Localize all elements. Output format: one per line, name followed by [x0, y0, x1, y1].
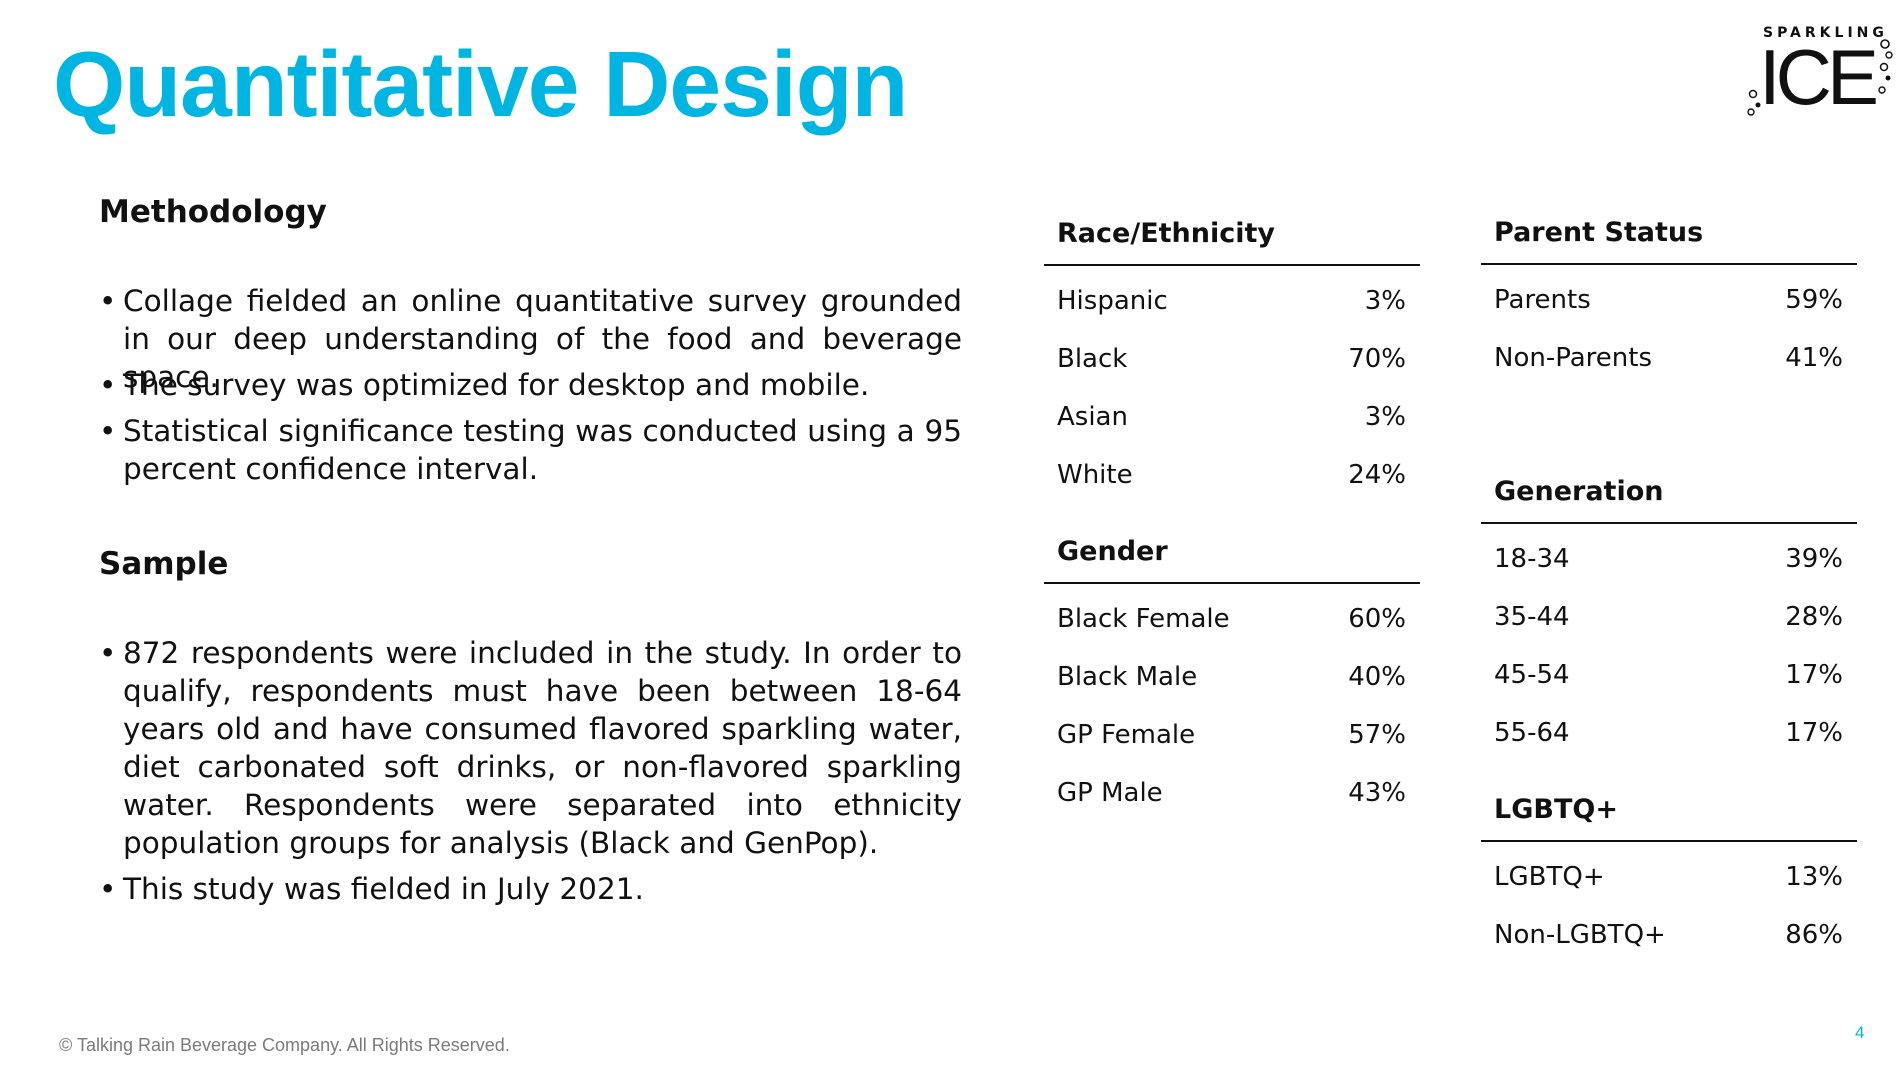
row-label: LGBTQ+ — [1494, 862, 1605, 892]
row-value: 43% — [1348, 778, 1406, 808]
row-value: 57% — [1348, 720, 1406, 750]
table-title: LGBTQ+ — [1481, 792, 1857, 828]
list-item: The survey was optimized for desktop and… — [99, 366, 962, 404]
row-label: Black — [1057, 344, 1127, 374]
row-value: 28% — [1785, 602, 1843, 632]
row-label: 18-34 — [1494, 544, 1570, 574]
row-label: Parents — [1494, 285, 1591, 315]
row-value: 60% — [1348, 604, 1406, 634]
row-label: Black Female — [1057, 604, 1230, 634]
table-title: Parent Status — [1481, 215, 1857, 251]
row-label: Non-LGBTQ+ — [1494, 920, 1666, 950]
row-value: 59% — [1785, 285, 1843, 315]
row-value: 39% — [1785, 544, 1843, 574]
list-item: 872 respondents were included in the stu… — [99, 634, 962, 862]
table-row: 55-64 17% — [1481, 704, 1857, 762]
parent-status-table: Parent Status Parents 59% Non-Parents 41% — [1481, 215, 1857, 387]
row-label: 45-54 — [1494, 660, 1570, 690]
table-row: White 24% — [1044, 446, 1420, 504]
row-label: Black Male — [1057, 662, 1197, 692]
row-value: 40% — [1348, 662, 1406, 692]
row-label: 55-64 — [1494, 718, 1570, 748]
generation-table: Generation 18-34 39% 35-44 28% 45-54 17% 55… — [1481, 474, 1857, 762]
table-row: 18-34 39% — [1481, 530, 1857, 588]
sparkling-ice-logo: SPARKLING ICE — [1745, 22, 1895, 122]
table-row: Non-Parents 41% — [1481, 329, 1857, 387]
row-value: 13% — [1785, 862, 1843, 892]
divider — [1044, 264, 1420, 266]
table-row: Black Male 40% — [1044, 648, 1420, 706]
divider — [1481, 522, 1857, 524]
row-label: Hispanic — [1057, 286, 1168, 316]
row-value: 70% — [1348, 344, 1406, 374]
table-row: Black 70% — [1044, 330, 1420, 388]
table-row: GP Male 43% — [1044, 764, 1420, 822]
row-label: GP Female — [1057, 720, 1195, 750]
table-title: Race/Ethnicity — [1044, 216, 1420, 252]
table-row: Black Female 60% — [1044, 590, 1420, 648]
sample-heading: Sample — [99, 544, 228, 584]
table-row: 35-44 28% — [1481, 588, 1857, 646]
gender-table: Gender Black Female 60% Black Male 40% GP … — [1044, 534, 1420, 822]
list-item: This study was fielded in July 2021. — [99, 870, 962, 908]
page-number: 4 — [1855, 1023, 1864, 1043]
table-row: 45-54 17% — [1481, 646, 1857, 704]
table-row: Parents 59% — [1481, 271, 1857, 329]
list-item: Statistical significance testing was con… — [99, 412, 962, 488]
row-label: GP Male — [1057, 778, 1163, 808]
copyright-footer: © Talking Rain Beverage Company. All Rig… — [59, 1035, 510, 1056]
row-value: 3% — [1365, 402, 1406, 432]
methodology-heading: Methodology — [99, 192, 327, 232]
row-value: 17% — [1785, 660, 1843, 690]
row-label: White — [1057, 460, 1133, 490]
table-row: LGBTQ+ 13% — [1481, 848, 1857, 906]
logo-main-text: ICE — [1759, 38, 1874, 116]
row-value: 24% — [1348, 460, 1406, 490]
row-value: 3% — [1365, 286, 1406, 316]
table-row: Non-LGBTQ+ 86% — [1481, 906, 1857, 964]
slide-title: Quantitative Design — [53, 38, 907, 131]
divider — [1481, 263, 1857, 265]
table-title: Gender — [1044, 534, 1420, 570]
row-label: Asian — [1057, 402, 1128, 432]
row-label: 35-44 — [1494, 602, 1570, 632]
row-value: 17% — [1785, 718, 1843, 748]
divider — [1481, 840, 1857, 842]
race-ethnicity-table: Race/Ethnicity Hispanic 3% Black 70% Asian… — [1044, 216, 1420, 504]
row-label: Non-Parents — [1494, 343, 1652, 373]
table-row: Asian 3% — [1044, 388, 1420, 446]
row-value: 41% — [1785, 343, 1843, 373]
table-row: GP Female 57% — [1044, 706, 1420, 764]
table-title: Generation — [1481, 474, 1857, 510]
divider — [1044, 582, 1420, 584]
lgbtq-table: LGBTQ+ LGBTQ+ 13% Non-LGBTQ+ 86% — [1481, 792, 1857, 964]
table-row: Hispanic 3% — [1044, 272, 1420, 330]
row-value: 86% — [1785, 920, 1843, 950]
